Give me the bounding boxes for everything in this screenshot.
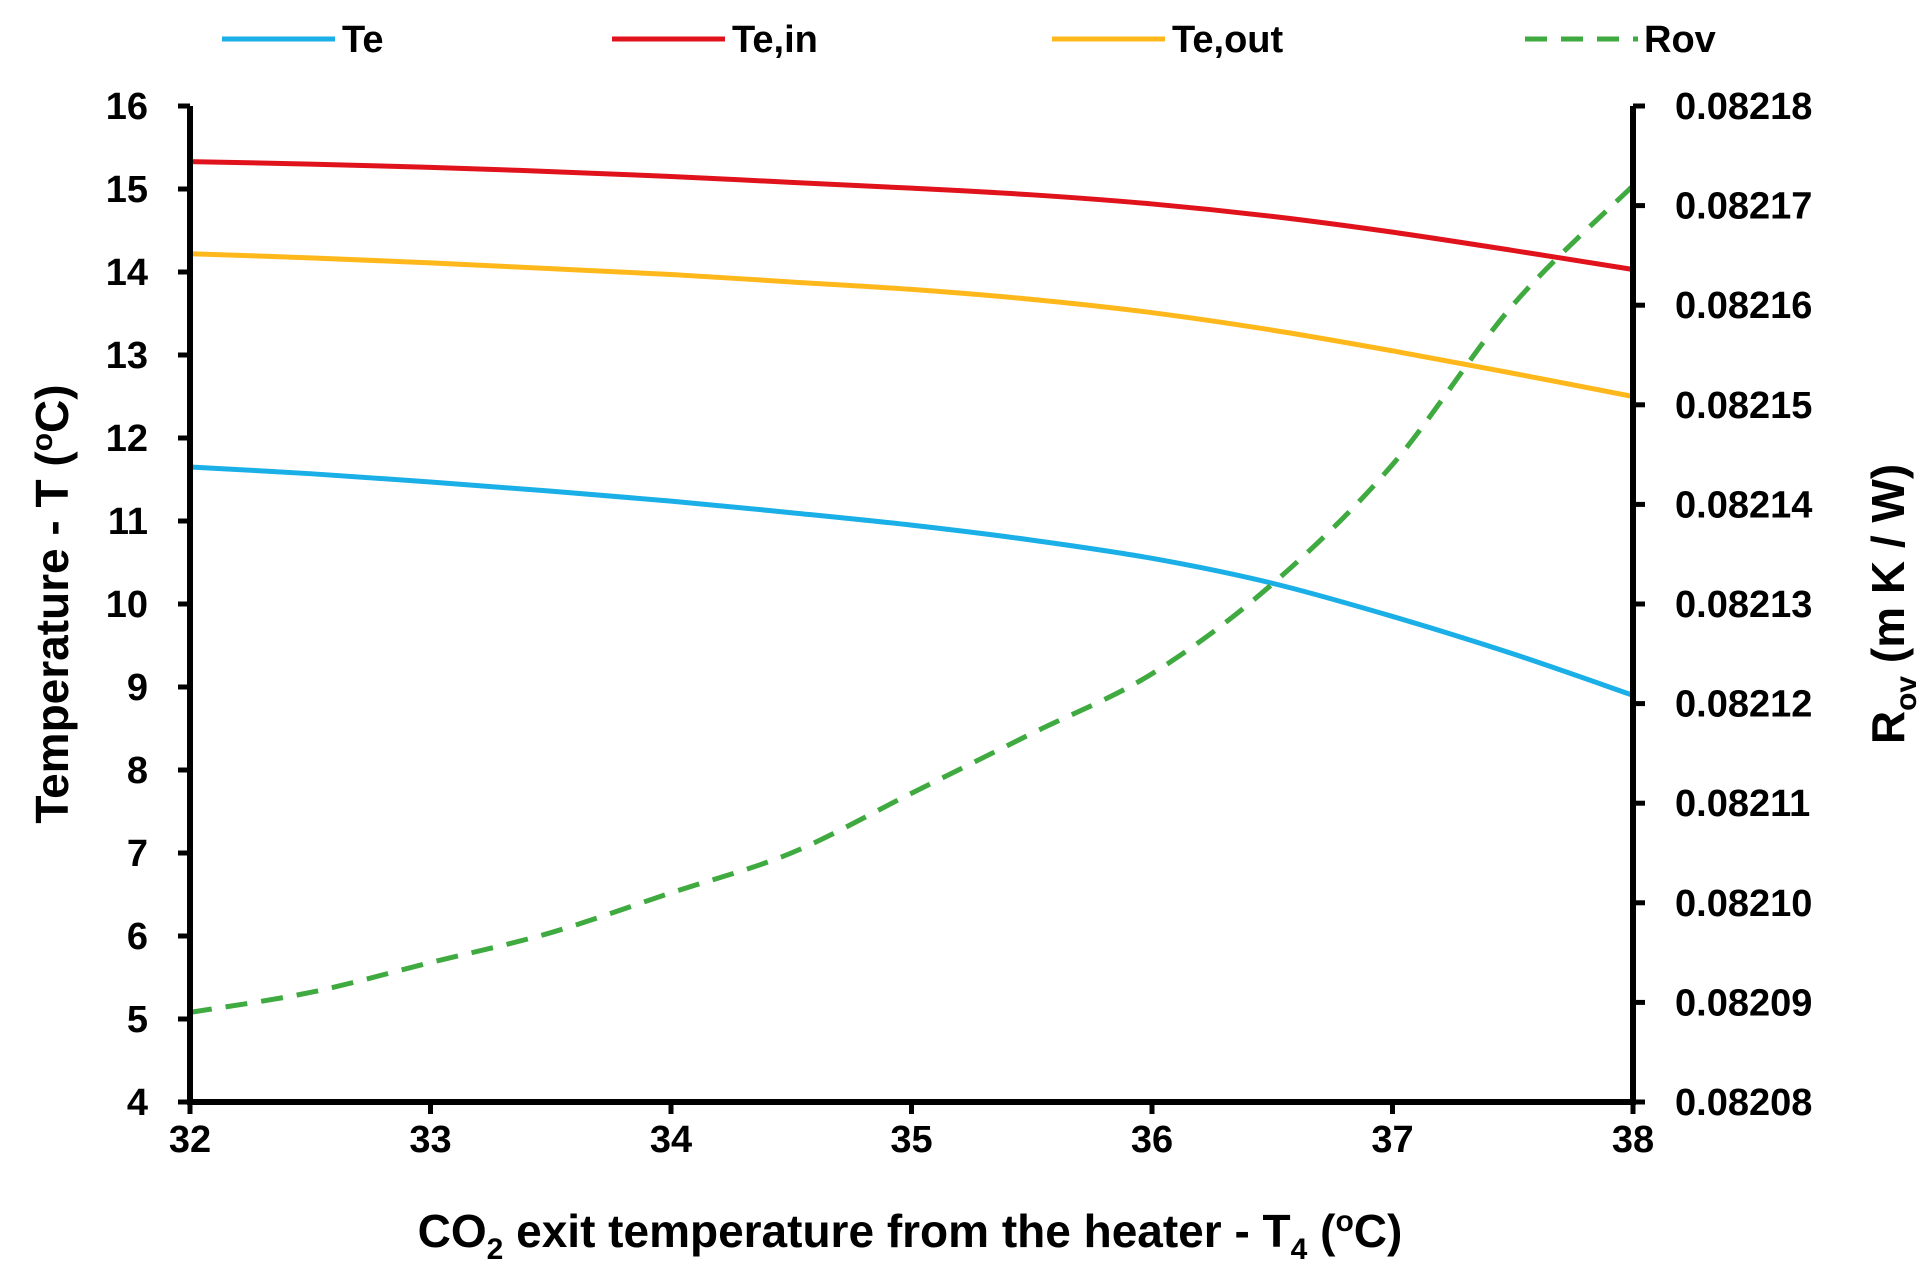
x-tick-label: 35 — [890, 1119, 932, 1161]
y-axis-right-title-post: (m K / W) — [1862, 464, 1914, 676]
axes — [178, 103, 1645, 1114]
y-tick-label-left: 5 — [127, 999, 148, 1041]
y-axis-right-title-main: R — [1862, 711, 1914, 744]
x-axis-title-post-sup: C) — [1354, 1205, 1403, 1257]
y-tick-label-left: 16 — [106, 86, 148, 128]
y-tick-label-left: 6 — [127, 916, 148, 958]
y-axis-right-title-sub: ov — [1890, 676, 1923, 711]
series-layer — [189, 159, 1635, 1015]
x-axis-title-mid: exit temperature from the heater - T — [503, 1205, 1290, 1257]
y-tick-label-right: 0.08215 — [1675, 385, 1812, 427]
y-tick-label-left: 15 — [106, 169, 148, 211]
series-line-rov — [189, 183, 1635, 1015]
x-tick-label: 32 — [169, 1119, 211, 1161]
y-tick-labels-left: 4 5 6 7 8 9 10 11 12 13 14 15 16 — [106, 86, 148, 1124]
y-tick-label-right: 0.08216 — [1675, 285, 1812, 327]
y-tick-label-right: 0.08211 — [1675, 783, 1810, 825]
x-axis-title-sub2: 4 — [1291, 1233, 1308, 1266]
y-tick-label-right: 0.08218 — [1675, 86, 1812, 128]
y-axis-left-title-sup: o — [26, 433, 59, 451]
legend-item-te-in: Te,in — [612, 19, 818, 61]
legend-item-te-out: Te,out — [1052, 19, 1284, 61]
y-tick-label-right: 0.08217 — [1675, 186, 1812, 228]
y-tick-label-left: 13 — [106, 335, 148, 377]
legend-label-te-in: Te,in — [732, 19, 818, 61]
y-tick-label-right: 0.08209 — [1675, 982, 1812, 1024]
x-tick-label: 34 — [650, 1119, 692, 1161]
y-tick-label-left: 4 — [127, 1082, 148, 1124]
y-tick-label-right: 0.08208 — [1675, 1082, 1812, 1124]
y-tick-label-left: 7 — [127, 833, 148, 875]
x-tick-label: 36 — [1131, 1119, 1173, 1161]
y-axis-left-title-main: Temperature - T ( — [26, 451, 78, 824]
series-line-te-out — [189, 251, 1634, 399]
legend-item-rov: Rov — [1525, 19, 1716, 61]
y-tick-label-left: 14 — [106, 252, 148, 294]
y-axis-left-title: Temperature - T (oC) — [26, 384, 78, 823]
x-tick-label: 38 — [1612, 1119, 1654, 1161]
x-axis-title: CO2 exit temperature from the heater - T… — [418, 1205, 1403, 1266]
series-line-te — [189, 464, 1634, 698]
y-tick-label-left: 9 — [127, 667, 148, 709]
y-axis-left-title-post: C) — [26, 384, 78, 433]
legend-label-te: Te — [342, 19, 384, 61]
y-tick-label-right: 0.08214 — [1675, 484, 1812, 526]
x-tick-label: 37 — [1371, 1119, 1413, 1161]
y-tick-label-right: 0.08212 — [1675, 684, 1812, 726]
y-tick-label-right: 0.08213 — [1675, 584, 1812, 626]
x-tick-label: 33 — [409, 1119, 451, 1161]
x-axis-title-main: CO — [418, 1205, 487, 1257]
legend-label-rov: Rov — [1644, 19, 1716, 61]
series-line-te-in — [189, 159, 1634, 272]
x-axis-title-sup: o — [1335, 1205, 1353, 1238]
y-tick-label-left: 8 — [127, 750, 148, 792]
y-tick-label-right: 0.08210 — [1675, 883, 1812, 925]
legend-item-te: Te — [222, 19, 384, 61]
x-axis-title-sub1: 2 — [487, 1233, 504, 1266]
y-tick-label-left: 11 — [108, 501, 148, 543]
y-tick-label-left: 12 — [106, 418, 148, 460]
legend-label-te-out: Te,out — [1172, 19, 1284, 61]
x-tick-labels: 32 33 34 35 36 37 38 — [169, 1119, 1654, 1161]
y-tick-label-left: 10 — [106, 584, 148, 626]
x-axis-title-pre-sup: ( — [1307, 1205, 1336, 1257]
y-tick-labels-right: 0.08208 0.08209 0.08210 0.08211 0.08212 0.082… — [1675, 86, 1812, 1124]
y-axis-right-title: Rov (m K / W) — [1862, 464, 1923, 744]
legend: Te Te,in Te,out Rov — [222, 19, 1716, 61]
